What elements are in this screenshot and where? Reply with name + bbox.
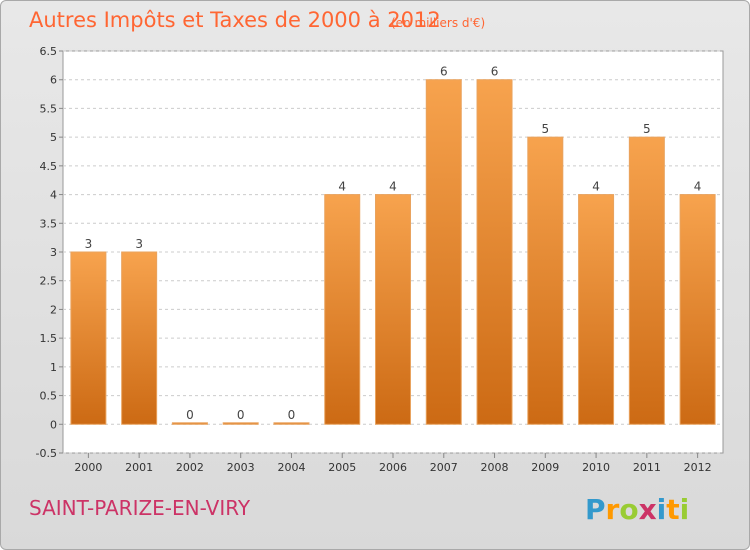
bar-2010 <box>578 194 615 425</box>
bar-2007 <box>425 79 462 425</box>
value-label: 4 <box>389 180 397 194</box>
bar-2009 <box>527 136 564 425</box>
chart-title: Autres Impôts et Taxes de 2000 à 2012 <box>29 8 441 32</box>
logo-text: Proxiti <box>585 493 689 526</box>
bar-2008 <box>476 79 513 425</box>
value-label: 0 <box>288 408 296 422</box>
proxiti-logo: Proxiti <box>585 493 689 526</box>
y-tick-label: 6.5 <box>40 45 58 58</box>
x-tick-label: 2003 <box>227 461 255 474</box>
y-tick-label: 4 <box>50 189 57 202</box>
y-tick-label: 3 <box>50 246 57 259</box>
y-tick-label: -0.5 <box>36 447 57 460</box>
x-tick-label: 2006 <box>379 461 407 474</box>
x-tick-label: 2000 <box>74 461 102 474</box>
value-label: 4 <box>592 180 600 194</box>
x-tick-label: 2007 <box>430 461 458 474</box>
y-tick-label: 4.5 <box>40 160 58 173</box>
bar-2002 <box>171 422 208 425</box>
value-label: 5 <box>541 122 549 136</box>
bar-2011 <box>628 136 665 425</box>
value-label: 4 <box>694 180 702 194</box>
x-tick-label: 2012 <box>684 461 712 474</box>
value-label: 6 <box>491 65 499 79</box>
bar-2004 <box>273 422 310 425</box>
value-label: 5 <box>643 122 651 136</box>
chart-subtitle: (en milliers d'€) <box>391 16 485 30</box>
y-tick-label: 6 <box>50 74 57 87</box>
y-tick-label: 5 <box>50 131 57 144</box>
value-label: 6 <box>440 65 448 79</box>
bar-2000 <box>70 251 107 425</box>
bar-2003 <box>222 422 259 425</box>
y-tick-label: 5.5 <box>40 102 58 115</box>
x-tick-label: 2011 <box>633 461 661 474</box>
x-tick-label: 2008 <box>481 461 509 474</box>
x-tick-label: 2001 <box>125 461 153 474</box>
y-tick-label: 1 <box>50 361 57 374</box>
value-label: 3 <box>85 237 93 251</box>
value-label: 0 <box>186 408 194 422</box>
value-labels: 3 3 0 0 0 4 4 6 6 5 4 5 4 <box>85 65 702 422</box>
y-tick-label: 3.5 <box>40 217 58 230</box>
x-tick-label: 2010 <box>582 461 610 474</box>
y-tick-label: 0 <box>50 418 57 431</box>
y-axis: -0.5 0 0.5 1 1.5 2 2.5 3 3.5 4 4.5 5 5.5 6 6.5 <box>36 45 63 460</box>
town-name: SAINT-PARIZE-EN-VIRY <box>29 496 251 520</box>
value-label: 3 <box>135 237 143 251</box>
bar-2005 <box>324 194 361 425</box>
bar-2001 <box>121 251 158 425</box>
y-tick-label: 2 <box>50 303 57 316</box>
y-tick-label: 2.5 <box>40 275 58 288</box>
y-tick-label: 1.5 <box>40 332 58 345</box>
value-label: 4 <box>338 180 346 194</box>
x-tick-label: 2005 <box>328 461 356 474</box>
y-tick-label: 0.5 <box>40 390 58 403</box>
x-tick-label: 2004 <box>277 461 305 474</box>
value-label: 0 <box>237 408 245 422</box>
x-axis: 2000 2001 2002 2003 2004 2005 2006 2007 2008 2009… <box>74 453 712 474</box>
bar-2006 <box>375 194 411 425</box>
bars <box>70 79 716 425</box>
x-tick-label: 2009 <box>531 461 559 474</box>
x-tick-label: 2002 <box>176 461 204 474</box>
bar-2012 <box>679 194 716 425</box>
